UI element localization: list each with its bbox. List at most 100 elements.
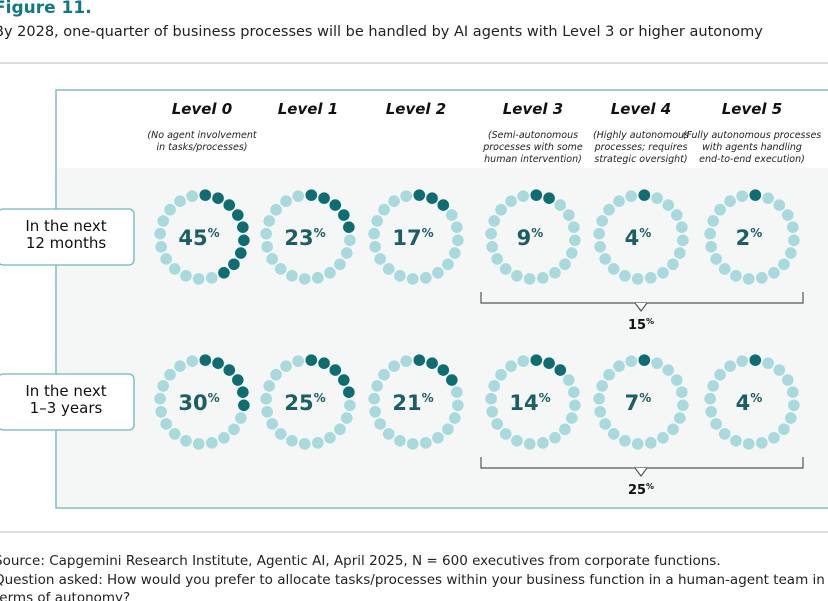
percent-value: 17% [392, 226, 433, 250]
empty-dot [607, 263, 620, 275]
empty-dot [676, 221, 688, 233]
percent-number: 7 [625, 391, 640, 415]
filled-dot [228, 258, 240, 271]
empty-dot [651, 357, 663, 369]
empty-dot [645, 272, 657, 284]
empty-dot [631, 438, 644, 450]
empty-dot [563, 209, 575, 221]
empty-dot [523, 273, 536, 285]
empty-dot [566, 412, 578, 424]
level-name: Level 1 [278, 100, 338, 118]
empty-dot [388, 360, 400, 372]
empty-dot [451, 221, 463, 233]
empty-dot [768, 267, 780, 279]
empty-dot [206, 272, 218, 284]
empty-dot [374, 253, 386, 265]
filled-dot [218, 267, 230, 279]
empty-dot [406, 273, 419, 285]
empty-dot [778, 258, 790, 271]
empty-dot [549, 432, 561, 444]
empty-dot [235, 412, 247, 424]
empty-dot [517, 190, 529, 202]
percent-value: 7% [625, 391, 652, 415]
bracket-number: 15 [628, 318, 646, 333]
empty-dot [324, 267, 336, 279]
empty-dot [394, 435, 406, 447]
empty-dot [662, 199, 675, 211]
percent-value: 2% [736, 226, 763, 250]
empty-dot [388, 195, 400, 207]
empty-dot [707, 380, 719, 392]
filled-dot [543, 192, 555, 204]
empty-dot [274, 428, 287, 440]
empty-dot [785, 247, 797, 259]
empty-dot [432, 267, 444, 279]
empty-dot [154, 227, 166, 240]
empty-dot [491, 418, 503, 430]
empty-dot [662, 364, 675, 376]
empty-dot [667, 423, 679, 436]
empty-dot [671, 209, 683, 221]
empty-dot [270, 203, 282, 216]
percent-sign: % [639, 226, 651, 240]
empty-dot [511, 270, 523, 282]
percent-number: 17 [392, 226, 421, 250]
filled-dot [232, 209, 244, 221]
empty-dot [762, 357, 774, 369]
percent-sign: % [539, 391, 551, 405]
empty-dot [341, 247, 353, 259]
empty-dot [499, 428, 512, 440]
panel-body [57, 168, 828, 507]
empty-dot [491, 253, 503, 265]
filled-dot [223, 199, 236, 211]
empty-dot [603, 203, 615, 216]
empty-dot [286, 270, 298, 282]
empty-dot [788, 399, 800, 412]
empty-dot [554, 199, 567, 211]
filled-dot [199, 189, 212, 201]
filled-dot [223, 364, 236, 376]
filled-dot [343, 221, 355, 233]
percent-value: 30% [178, 391, 219, 415]
filled-dot [437, 364, 450, 376]
empty-dot [677, 399, 689, 412]
empty-dot [280, 195, 292, 207]
empty-dot [603, 368, 615, 381]
empty-dot [400, 190, 412, 202]
empty-dot [566, 247, 578, 259]
empty-dot [270, 368, 282, 381]
empty-dot [174, 195, 186, 207]
empty-dot [334, 423, 346, 436]
empty-dot [619, 435, 631, 447]
empty-dot [488, 380, 500, 392]
percent-value: 25% [284, 391, 325, 415]
level-description: in tasks/processes) [156, 142, 247, 153]
percent-value: 4% [625, 226, 652, 250]
empty-dot [160, 253, 172, 265]
empty-dot [607, 428, 620, 440]
empty-dot [292, 190, 304, 202]
filled-dot [413, 189, 426, 201]
empty-dot [488, 215, 500, 227]
level-name: Level 4 [611, 100, 671, 118]
empty-dot [292, 355, 304, 367]
empty-dot [486, 406, 498, 418]
empty-dot [563, 374, 575, 386]
filled-dot [343, 386, 355, 398]
source: Source: Capgemini Research Institute, Ag… [0, 553, 721, 569]
filled-dot [437, 199, 450, 211]
empty-dot [485, 392, 497, 405]
empty-dot [730, 270, 742, 282]
empty-dot [155, 241, 167, 253]
percent-number: 30 [178, 391, 207, 415]
empty-dot [263, 215, 275, 227]
empty-dot [374, 418, 386, 430]
row-label: In the next [25, 217, 106, 235]
empty-dot [432, 432, 444, 444]
percent-sign: % [639, 391, 651, 405]
filled-dot [238, 234, 250, 247]
empty-dot [785, 412, 797, 424]
empty-dot [596, 380, 608, 392]
empty-dot [705, 406, 717, 418]
empty-dot [266, 418, 278, 430]
